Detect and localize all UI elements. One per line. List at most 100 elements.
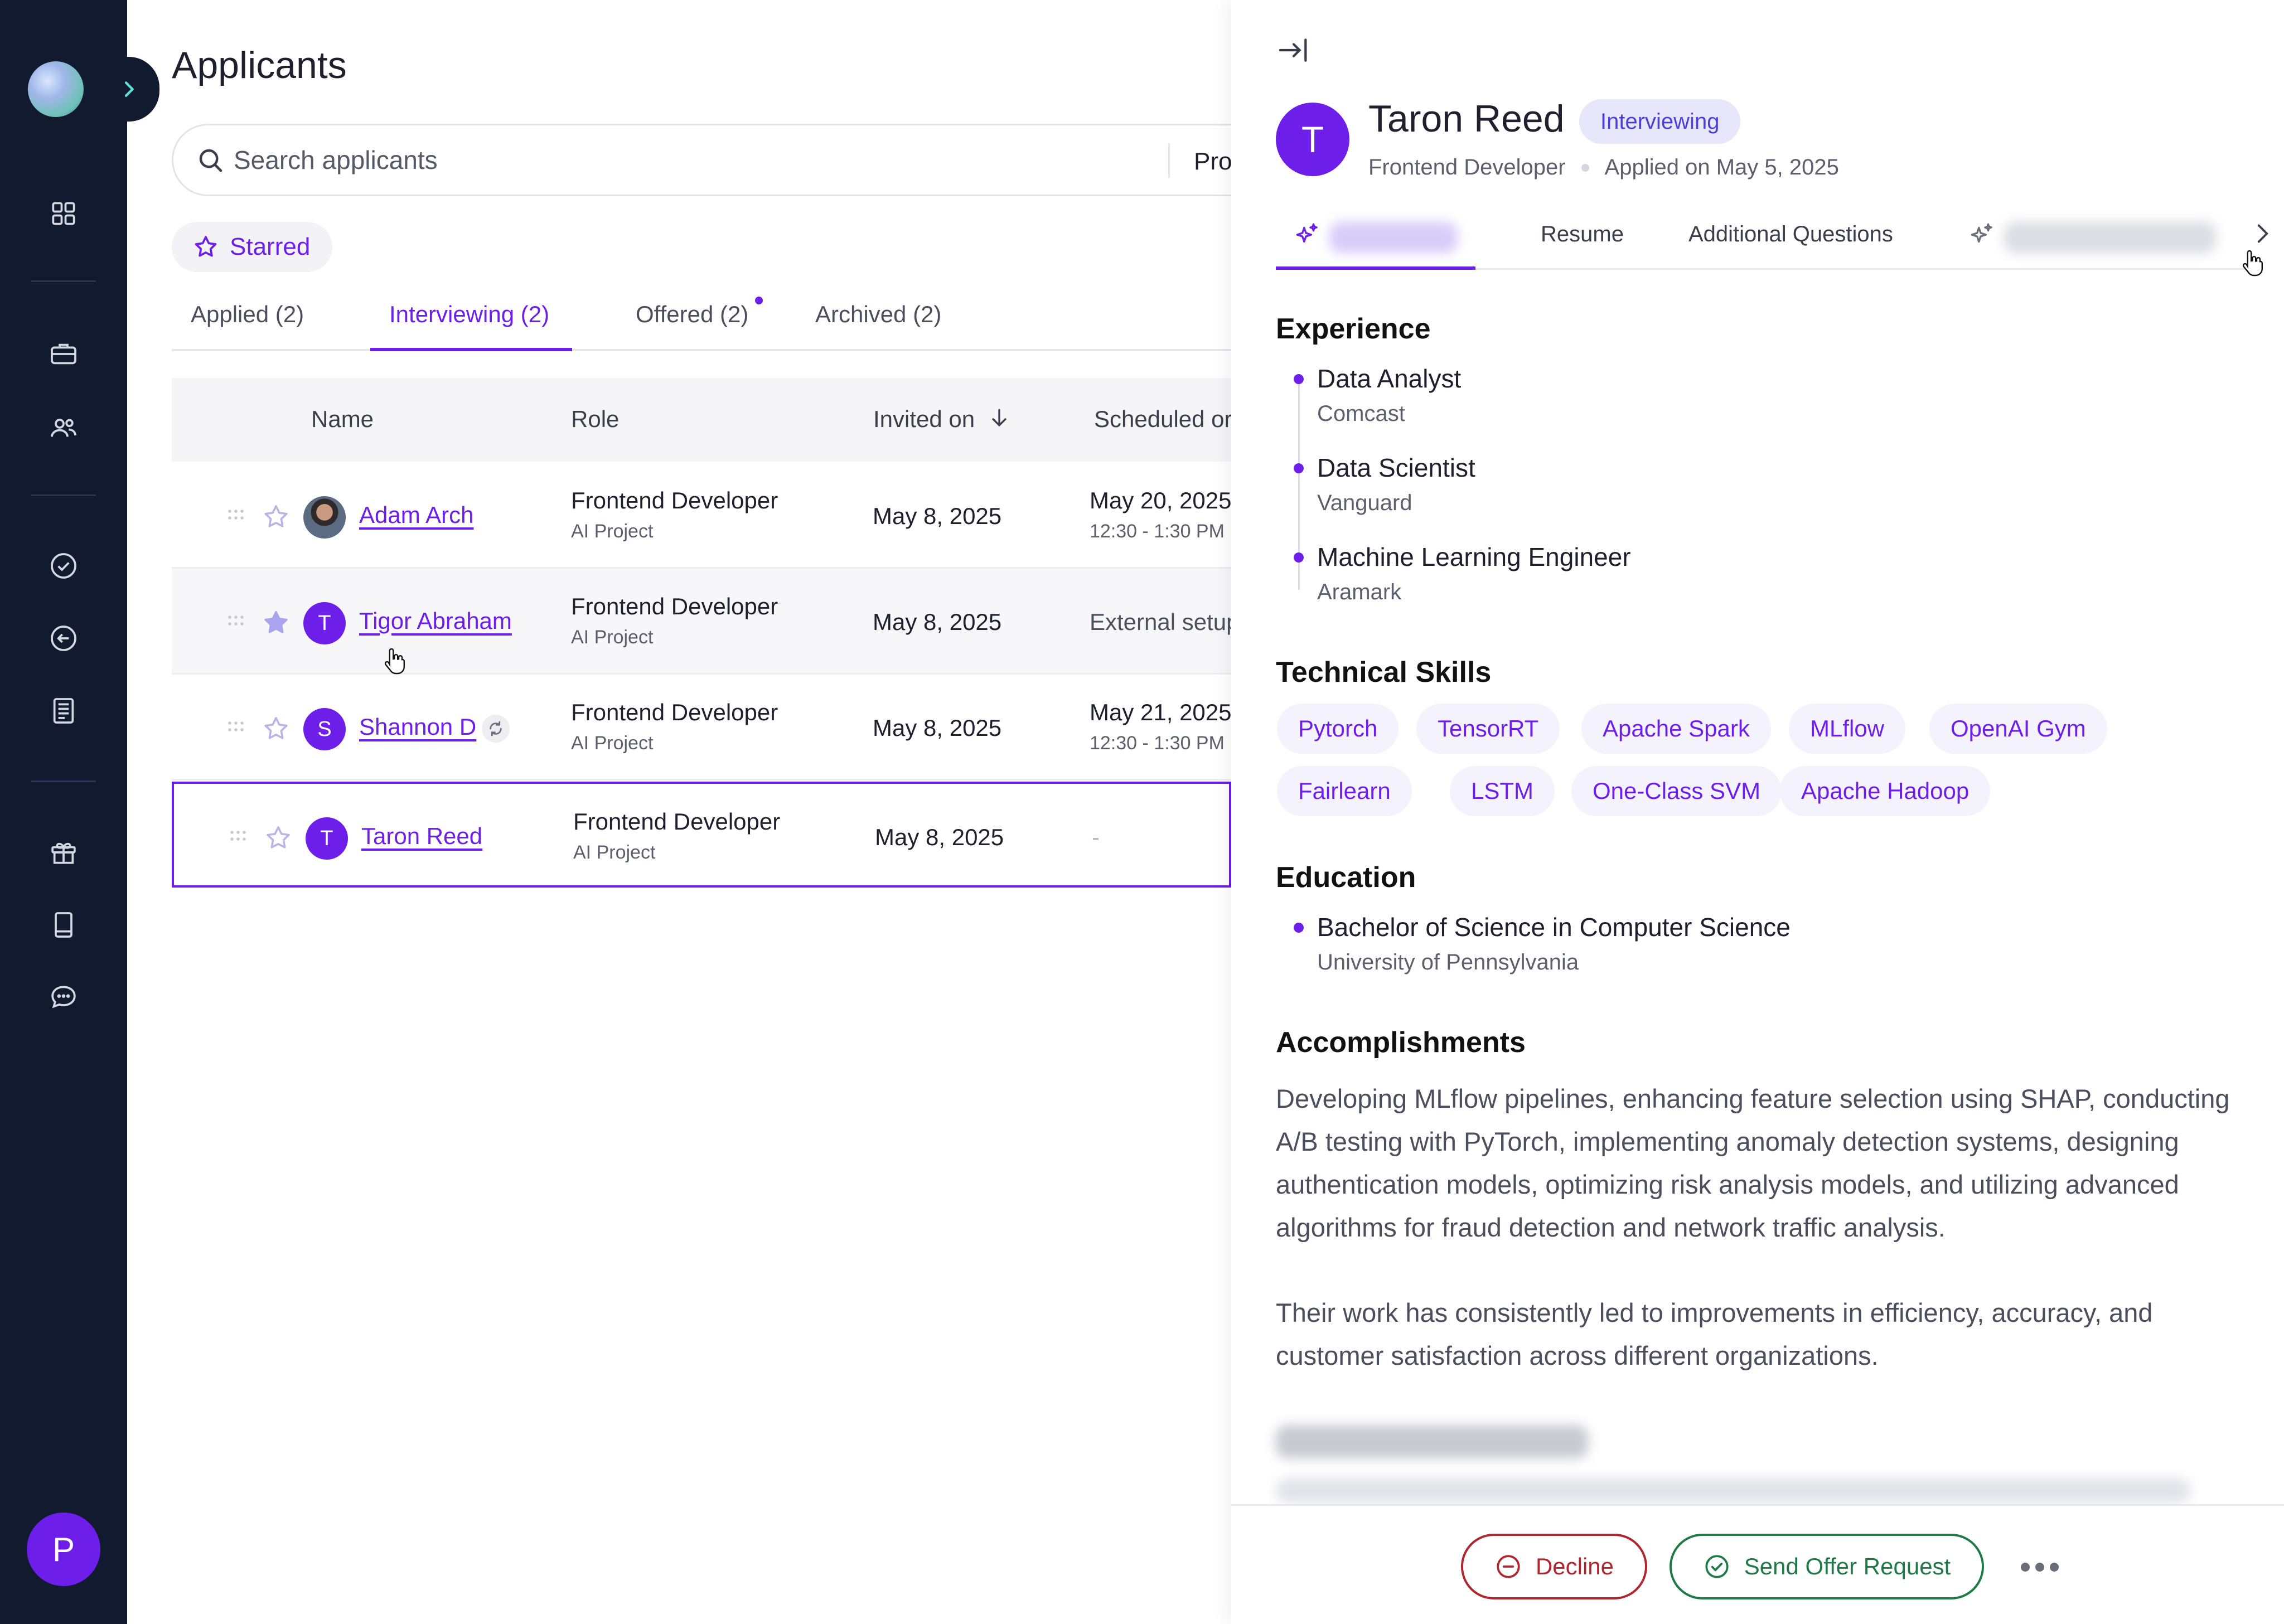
gift-icon[interactable] bbox=[44, 833, 83, 872]
star-filled-icon[interactable] bbox=[261, 608, 291, 638]
star-outline-icon[interactable] bbox=[263, 823, 293, 853]
grid-icon[interactable] bbox=[44, 194, 83, 233]
arrow-left-circle-icon[interactable] bbox=[44, 619, 83, 658]
tab-archived[interactable]: Archived (2) bbox=[815, 301, 941, 351]
experience-title: Machine Learning Engineer bbox=[1317, 542, 1631, 571]
tab-resume[interactable]: Resume bbox=[1541, 222, 1624, 246]
dot-icon bbox=[2021, 1563, 2030, 1572]
dot-icon bbox=[2050, 1563, 2059, 1572]
role-title: Frontend Developer bbox=[571, 593, 778, 619]
offer-label: Send Offer Request bbox=[1744, 1553, 1951, 1579]
role-title: Frontend Developer bbox=[573, 808, 781, 835]
invited-date: May 8, 2025 bbox=[873, 609, 1002, 635]
drag-handle-icon[interactable] bbox=[228, 508, 244, 521]
tab-label: Interviewing (2) bbox=[389, 301, 550, 327]
collapse-panel-icon[interactable] bbox=[1276, 32, 1312, 68]
skill-chip: One-Class SVM bbox=[1571, 766, 1782, 816]
sync-icon[interactable] bbox=[482, 715, 510, 743]
section-title-accomplishments: Accomplishments bbox=[1276, 1026, 1526, 1059]
section-title-skills: Technical Skills bbox=[1276, 656, 1492, 689]
tab-additional-questions[interactable]: Additional Questions bbox=[1688, 222, 1893, 246]
applicant-name-link[interactable]: Tigor Abraham bbox=[359, 608, 512, 634]
avatar: T bbox=[303, 602, 346, 644]
star-outline-icon bbox=[195, 236, 217, 257]
drag-handle-icon[interactable] bbox=[228, 720, 244, 733]
book-icon[interactable] bbox=[44, 905, 83, 944]
tab-ai-insights[interactable] bbox=[1967, 205, 2246, 270]
check-circle-icon[interactable] bbox=[44, 546, 83, 585]
starred-filter-button[interactable]: Starred bbox=[172, 222, 333, 272]
table-row[interactable]: T Tigor Abraham Frontend Developer AI Pr… bbox=[172, 569, 1240, 675]
sidebar-divider bbox=[31, 495, 96, 496]
applied-date: Applied on May 5, 2025 bbox=[1604, 155, 1839, 180]
search-icon bbox=[199, 149, 222, 172]
more-options-button[interactable] bbox=[2012, 1545, 2068, 1589]
column-header-name[interactable]: Name bbox=[311, 406, 374, 432]
active-tab-underline bbox=[370, 348, 572, 351]
page-title: Applicants bbox=[172, 44, 347, 86]
column-header-invited[interactable]: Invited on bbox=[873, 406, 1012, 433]
column-header-role[interactable]: Role bbox=[571, 406, 620, 432]
skill-chip: MLflow bbox=[1789, 704, 1906, 754]
send-offer-request-button[interactable]: Send Offer Request bbox=[1670, 1534, 1984, 1599]
scheduled-date: May 21, 2025 bbox=[1090, 699, 1232, 725]
search-divider bbox=[1168, 143, 1170, 178]
users-icon[interactable] bbox=[44, 408, 83, 447]
blurred-tab-label bbox=[2004, 222, 2216, 253]
tab-applied[interactable]: Applied (2) bbox=[191, 301, 304, 351]
tab-ai-summary[interactable] bbox=[1276, 205, 1475, 270]
table-row[interactable]: S Shannon D Frontend Developer AI Projec… bbox=[172, 675, 1232, 781]
column-header-scheduled[interactable]: Scheduled or bbox=[1094, 406, 1232, 432]
scheduled-date: May 20, 2025 bbox=[1090, 487, 1232, 513]
chat-icon[interactable] bbox=[44, 978, 83, 1017]
drag-handle-icon[interactable] bbox=[230, 830, 246, 842]
skill-chip: OpenAI Gym bbox=[1929, 704, 2107, 754]
applicant-name-link[interactable]: Adam Arch bbox=[359, 502, 474, 528]
sparkle-icon bbox=[1296, 223, 1318, 243]
education-school: University of Pennsylvania bbox=[1317, 950, 1579, 975]
accomplishments-paragraph: Developing MLflow pipelines, enhancing f… bbox=[1276, 1084, 2230, 1242]
drag-handle-icon[interactable] bbox=[228, 614, 244, 627]
star-outline-icon[interactable] bbox=[261, 714, 291, 744]
education-degree: Bachelor of Science in Computer Science bbox=[1317, 913, 1791, 942]
chevron-right-icon bbox=[124, 81, 134, 97]
document-icon[interactable] bbox=[44, 691, 83, 730]
table-row[interactable]: Adam Arch Frontend Developer AI Project … bbox=[172, 463, 1232, 569]
decline-button[interactable]: Decline bbox=[1461, 1534, 1647, 1599]
applicant-name-link[interactable]: Taron Reed bbox=[361, 823, 483, 849]
project-filter[interactable]: Proj bbox=[1194, 148, 1238, 175]
experience-company: Comcast bbox=[1317, 401, 1405, 426]
table-row-selected[interactable]: T Taron Reed Frontend Developer AI Proje… bbox=[172, 782, 1231, 888]
skill-chip: Pytorch bbox=[1277, 704, 1399, 754]
role-title: Frontend Developer bbox=[571, 699, 778, 725]
skill-chip: LSTM bbox=[1450, 766, 1555, 816]
tab-offered[interactable]: Offered (2) bbox=[636, 297, 763, 351]
applicant-name-link[interactable]: Shannon D bbox=[359, 714, 477, 740]
applicant-role: Frontend Developer bbox=[1368, 155, 1566, 180]
star-outline-icon[interactable] bbox=[261, 502, 291, 532]
scheduled-status: External setup bbox=[1090, 609, 1240, 635]
search-input[interactable] bbox=[234, 138, 1237, 182]
workspace-logo[interactable] bbox=[28, 61, 84, 117]
experience-company: Aramark bbox=[1317, 580, 1402, 604]
blurred-tab-label bbox=[1329, 222, 1458, 253]
invited-date: May 8, 2025 bbox=[873, 715, 1002, 741]
project-name: AI Project bbox=[571, 733, 654, 754]
chevron-right-icon[interactable] bbox=[2248, 220, 2276, 248]
tab-label: Applied (2) bbox=[191, 301, 304, 327]
briefcase-icon[interactable] bbox=[44, 335, 83, 374]
avatar-initial: T bbox=[320, 826, 333, 850]
experience-company: Vanguard bbox=[1317, 491, 1412, 515]
applicant-name: Taron Reed bbox=[1368, 98, 1565, 140]
separator-dot bbox=[1581, 163, 1589, 172]
timeline-line bbox=[1298, 384, 1300, 590]
expand-sidebar-button[interactable] bbox=[98, 57, 159, 122]
user-avatar[interactable]: P bbox=[27, 1512, 100, 1586]
panel-footer: Decline Send Offer Request bbox=[1231, 1504, 2284, 1624]
sidebar-divider bbox=[31, 280, 96, 282]
tab-interviewing[interactable]: Interviewing (2) bbox=[389, 301, 549, 351]
scheduled-time: 12:30 - 1:30 PM bbox=[1090, 521, 1225, 542]
notification-dot bbox=[755, 297, 763, 304]
experience-title: Data Scientist bbox=[1317, 453, 1475, 482]
project-name: AI Project bbox=[573, 842, 656, 863]
